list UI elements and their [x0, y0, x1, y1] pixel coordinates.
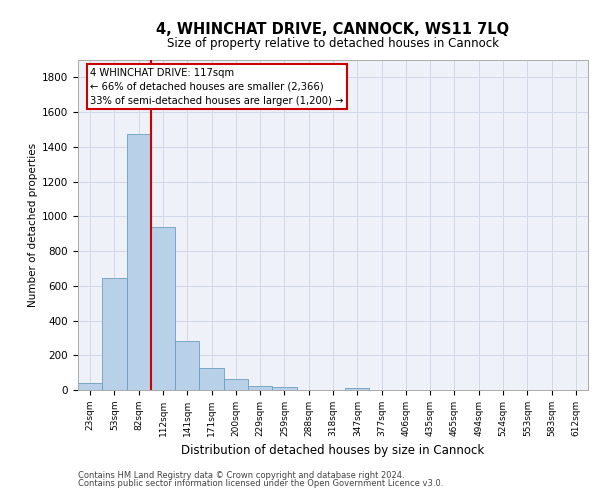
X-axis label: Distribution of detached houses by size in Cannock: Distribution of detached houses by size … — [181, 444, 485, 458]
Y-axis label: Number of detached properties: Number of detached properties — [28, 143, 38, 307]
Bar — [199, 368, 224, 390]
Text: Contains public sector information licensed under the Open Government Licence v3: Contains public sector information licen… — [78, 479, 443, 488]
Bar — [345, 388, 370, 390]
Text: 4, WHINCHAT DRIVE, CANNOCK, WS11 7LQ: 4, WHINCHAT DRIVE, CANNOCK, WS11 7LQ — [157, 22, 509, 38]
Bar — [127, 134, 151, 390]
Bar — [151, 226, 175, 390]
Bar — [102, 278, 127, 390]
Bar — [272, 388, 296, 390]
Bar — [175, 340, 199, 390]
Bar — [248, 386, 272, 390]
Text: 4 WHINCHAT DRIVE: 117sqm
← 66% of detached houses are smaller (2,366)
33% of sem: 4 WHINCHAT DRIVE: 117sqm ← 66% of detach… — [90, 68, 344, 106]
Text: Contains HM Land Registry data © Crown copyright and database right 2024.: Contains HM Land Registry data © Crown c… — [78, 470, 404, 480]
Bar — [78, 383, 102, 390]
Text: Size of property relative to detached houses in Cannock: Size of property relative to detached ho… — [167, 38, 499, 51]
Bar — [224, 378, 248, 390]
